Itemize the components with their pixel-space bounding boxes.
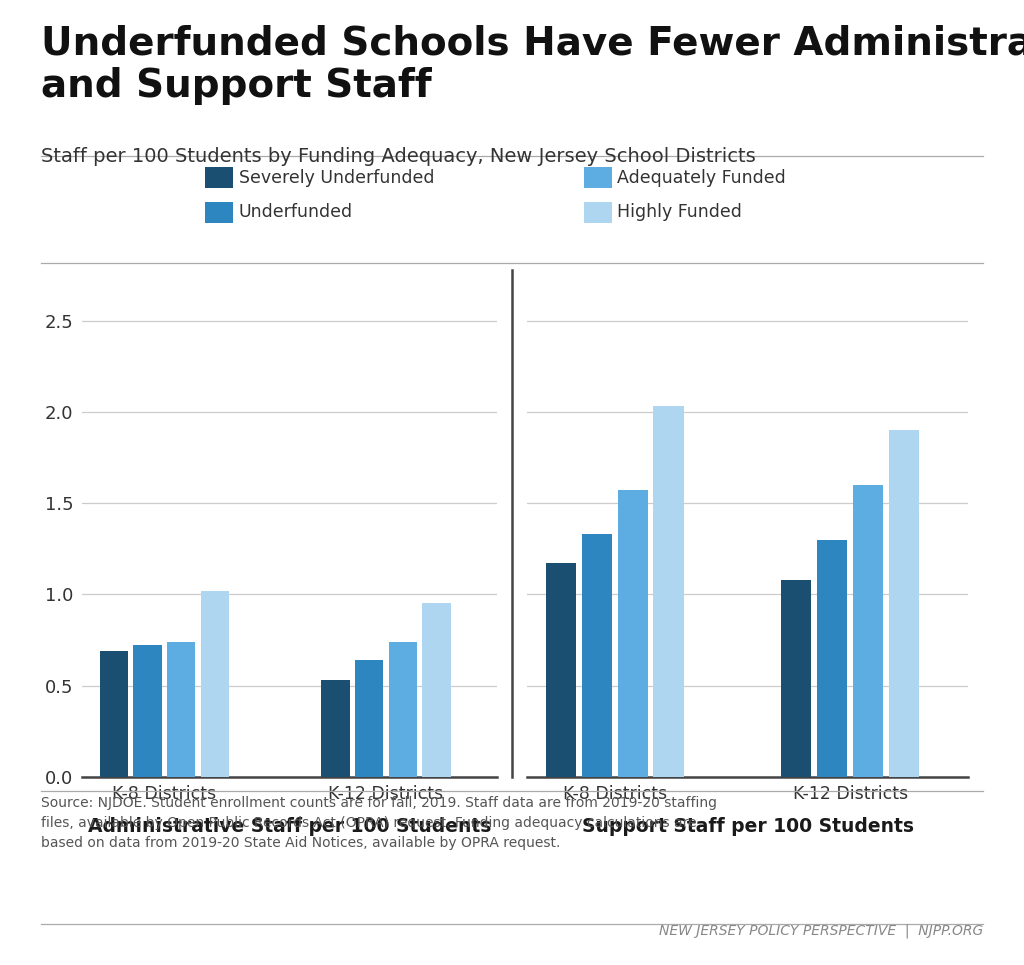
Bar bbox=[617, 490, 648, 777]
Bar bbox=[781, 580, 811, 777]
Bar bbox=[167, 642, 196, 777]
X-axis label: Support Staff per 100 Students: Support Staff per 100 Students bbox=[582, 817, 913, 836]
Text: Severely Underfunded: Severely Underfunded bbox=[239, 169, 434, 186]
Text: Highly Funded: Highly Funded bbox=[617, 204, 742, 221]
Text: Underfunded: Underfunded bbox=[239, 204, 352, 221]
Text: Source: NJDOE. Student enrollment counts are for fall, 2019. Staff data are from: Source: NJDOE. Student enrollment counts… bbox=[41, 796, 717, 850]
Bar bbox=[99, 651, 128, 777]
Bar bbox=[133, 646, 162, 777]
Bar bbox=[853, 484, 883, 777]
Bar bbox=[546, 564, 577, 777]
Bar bbox=[422, 603, 451, 777]
Bar bbox=[201, 591, 229, 777]
Bar bbox=[322, 680, 349, 777]
Bar bbox=[817, 539, 847, 777]
Bar bbox=[653, 406, 684, 777]
Bar bbox=[582, 535, 612, 777]
Text: NEW JERSEY POLICY PERSPECTIVE  |  NJPP.ORG: NEW JERSEY POLICY PERSPECTIVE | NJPP.ORG bbox=[658, 924, 983, 938]
X-axis label: Administrative Staff per 100 Students: Administrative Staff per 100 Students bbox=[88, 817, 490, 836]
Bar bbox=[889, 430, 919, 777]
Text: Staff per 100 Students by Funding Adequacy, New Jersey School Districts: Staff per 100 Students by Funding Adequa… bbox=[41, 147, 756, 166]
Bar bbox=[388, 642, 417, 777]
Text: Underfunded Schools Have Fewer Administrative
and Support Staff: Underfunded Schools Have Fewer Administr… bbox=[41, 24, 1024, 104]
Bar bbox=[355, 660, 383, 777]
Text: Adequately Funded: Adequately Funded bbox=[617, 169, 786, 186]
